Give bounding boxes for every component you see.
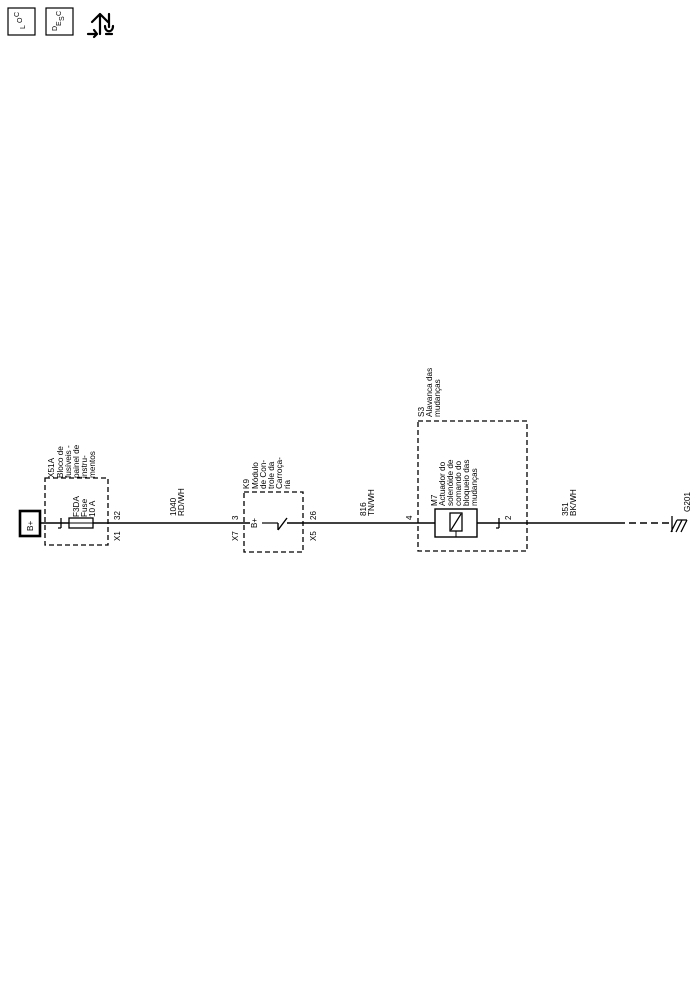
fuse-block-connector-symbol [58,518,62,529]
wire3-circuit: 351 [561,502,570,516]
shifter-desc-1: Alavanca das [425,368,434,417]
fuse-block-connector: X1 [113,531,122,541]
shifter-desc-2: mudanças [433,379,442,417]
body-module-bplus: B+ [250,518,259,528]
shifter-out-pin: 2 [504,515,513,520]
solenoid-desc-3: comando do [454,460,463,506]
location-view-icon[interactable]: L O C [7,7,36,36]
solenoid-desc-1: Actuador do [438,461,447,506]
ground-label: G201 [683,492,692,512]
wire1-color: RD/WH [177,488,186,516]
body-module-switch-symbol [277,517,293,531]
description-view-icon[interactable]: D E S C [45,7,74,36]
battery-terminal-box [18,509,42,538]
desc-icon-letter-c: C [56,11,63,16]
body-module-in-connector: X7 [231,531,240,541]
fuse-block-desc-1: Bloco de [56,446,65,478]
solenoid-desc-4: bloqueio das [462,460,471,506]
solenoid-name: M7 [430,494,439,506]
solenoid-desc-2: solenóide de [446,459,455,506]
fuse-block-outline [44,477,109,546]
shifter-outline [417,420,528,552]
body-module-desc-2: de Con- [259,460,268,489]
fuse-block-desc-5: mentos [88,451,97,478]
fuse-type: Fuse [80,498,89,517]
shifter-connector-symbol [496,518,500,529]
shifter-in-pin: 4 [405,515,414,520]
shifter-name: S3 [417,407,426,417]
body-module-out-pin: 26 [309,511,318,520]
fuse-block-desc-3: painel de [72,444,81,478]
fuse-id: F3DA [72,496,81,517]
wire1-circuit: 1040 [169,497,178,516]
ground-symbol [670,516,688,533]
body-module-desc-1: Módulo [251,462,260,489]
desc-icon-letter-s: S [59,16,66,21]
body-module-out-connector: X5 [309,531,318,541]
wire2-color: TN/WH [367,489,376,516]
desc-icon-letter-e: E [56,21,63,26]
solenoid-desc-5: mudanças [470,468,479,506]
battery-label: B+ [26,521,35,531]
fuse-block-pin: 32 [113,511,122,520]
loc-icon-letter-o: O [17,17,24,23]
body-module-desc-5: ria [283,479,292,489]
fuse-rating: 10 A [88,500,97,517]
loc-icon-letter-c: C [14,12,21,17]
wire2-circuit: 816 [359,502,368,516]
fuse-block-desc-4: instru- [80,455,89,478]
diagnostic-repair-icon[interactable] [86,12,115,39]
body-module-name: K9 [242,479,251,489]
body-module-desc-4: Carroça- [275,457,284,489]
wire3-color: BK/WH [569,489,578,516]
body-module-desc-3: trole da [267,461,276,489]
fuse-block-desc-2: fusíveis - [64,445,73,478]
desc-icon-letter-d: D [52,26,59,31]
body-module-outline [243,491,304,553]
solenoid-coil-slash [450,513,462,531]
body-module-in-pin: 3 [231,515,240,520]
fuse-block-name: X51A [47,457,56,478]
loc-icon-letter-l: L [20,25,27,29]
